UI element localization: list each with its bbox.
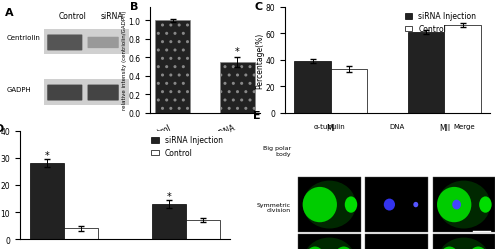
FancyBboxPatch shape	[47, 35, 82, 51]
Ellipse shape	[438, 181, 490, 229]
Bar	[44, 30, 128, 55]
Text: DNA: DNA	[389, 123, 404, 130]
Text: D: D	[0, 123, 4, 133]
Ellipse shape	[438, 238, 490, 252]
Bar	[220, 63, 255, 113]
Legend: siRNA Injection, Control: siRNA Injection, Control	[402, 9, 479, 37]
Ellipse shape	[345, 197, 357, 213]
Text: α-tubulin: α-tubulin	[314, 123, 346, 130]
Bar	[408, 33, 445, 113]
Text: *: *	[166, 191, 172, 201]
Bar	[432, 234, 495, 252]
Ellipse shape	[479, 197, 492, 213]
Text: GADPH: GADPH	[6, 86, 31, 92]
Text: A: A	[5, 8, 14, 18]
Ellipse shape	[302, 187, 337, 222]
Text: E: E	[252, 111, 260, 121]
Bar	[155, 21, 190, 113]
Y-axis label: relative intensity (centriolin/GADPH): relative intensity (centriolin/GADPH)	[122, 11, 127, 110]
FancyBboxPatch shape	[88, 38, 119, 49]
Text: siRNA: siRNA	[100, 12, 123, 21]
Ellipse shape	[452, 200, 461, 210]
Text: Centriolin: Centriolin	[6, 35, 40, 41]
Text: C: C	[254, 2, 262, 12]
Text: Merge: Merge	[453, 123, 474, 130]
Text: *: *	[235, 47, 240, 56]
Ellipse shape	[303, 181, 356, 229]
Ellipse shape	[414, 202, 418, 207]
Bar	[294, 62, 330, 113]
Ellipse shape	[384, 199, 395, 211]
Bar	[330, 70, 367, 113]
Bar	[44, 80, 128, 105]
Ellipse shape	[437, 187, 472, 222]
Ellipse shape	[438, 246, 460, 252]
Legend: siRNA Injection, Control: siRNA Injection, Control	[148, 133, 226, 161]
Bar	[30, 164, 64, 239]
Text: *: *	[44, 150, 49, 160]
Bar	[366, 178, 428, 232]
Bar	[366, 234, 428, 252]
Ellipse shape	[304, 246, 326, 252]
Y-axis label: Percentage(%): Percentage(%)	[255, 33, 264, 88]
Text: Symmetric
division: Symmetric division	[257, 202, 291, 213]
Bar	[64, 229, 98, 239]
Ellipse shape	[468, 246, 489, 252]
FancyBboxPatch shape	[47, 85, 82, 101]
Bar	[152, 204, 186, 239]
Ellipse shape	[333, 246, 354, 252]
Text: Control: Control	[58, 12, 86, 21]
Text: B: B	[130, 2, 138, 12]
Ellipse shape	[303, 238, 356, 252]
FancyBboxPatch shape	[88, 85, 119, 101]
Bar	[298, 234, 360, 252]
Text: Big polar
body: Big polar body	[263, 145, 291, 156]
Bar	[298, 178, 360, 232]
Bar	[186, 220, 220, 239]
Bar	[444, 26, 480, 113]
Bar	[432, 178, 495, 232]
